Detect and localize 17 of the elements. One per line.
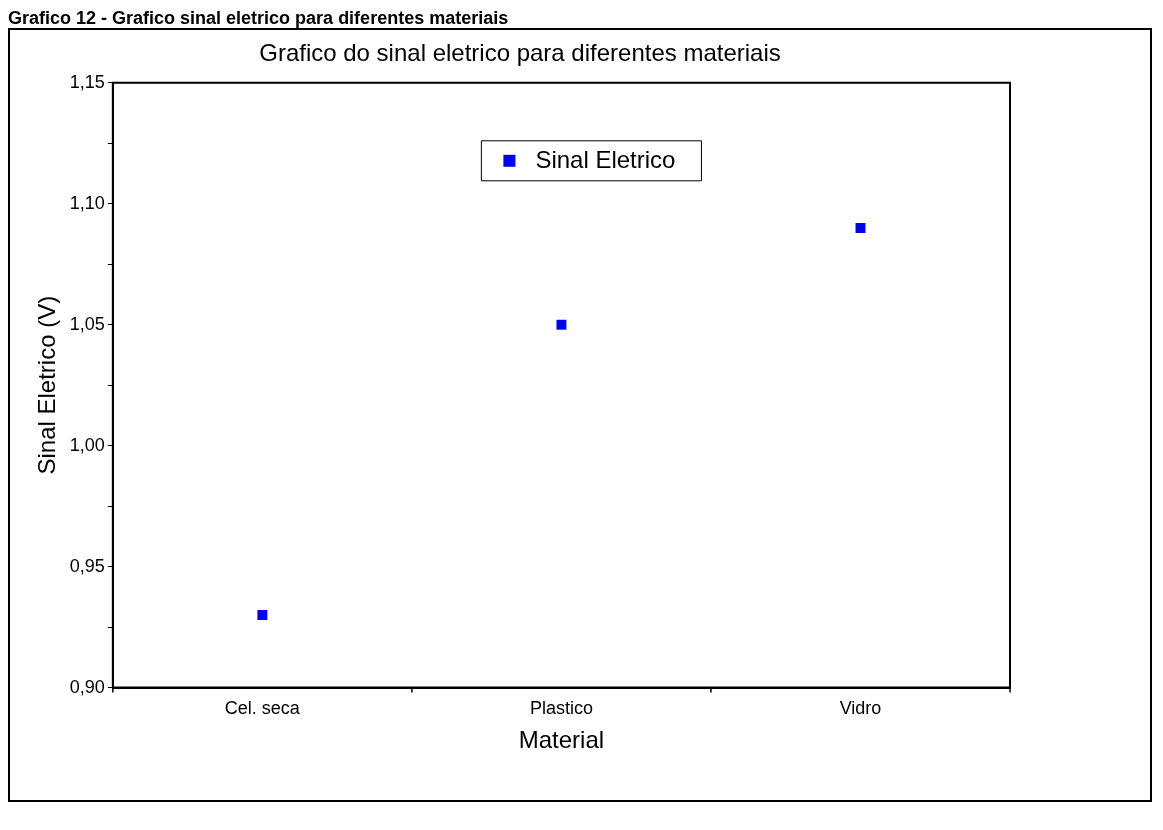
y-tick-label: 0,95 (69, 555, 105, 576)
y-tick-label: 1,00 (69, 434, 105, 455)
x-tick-label: Vidro (839, 698, 882, 719)
point (257, 610, 268, 620)
chart-title: Grafico 12 - Grafico sinal eletrico para diferentes materiais (8, 8, 510, 28)
y-tick-label: 1,05 (69, 313, 105, 334)
legend-label: Sinal Eletrico (535, 146, 676, 174)
y-tick-label: 1,15 (69, 71, 105, 92)
x-tick-label: Plastico (529, 698, 593, 719)
chart-subtitle: Grafico do sinal eletrico para diferentes materiais (259, 39, 781, 67)
y-tick-label: 1,10 (69, 192, 105, 213)
point (556, 319, 567, 330)
point (855, 223, 866, 233)
x-tick-label: Cel. seca (224, 698, 301, 719)
y-tick-label: 0,90 (69, 676, 105, 697)
x-axis-title: Material (518, 726, 605, 754)
y-axis-title: Sinal Eletrico (V) (33, 295, 61, 475)
